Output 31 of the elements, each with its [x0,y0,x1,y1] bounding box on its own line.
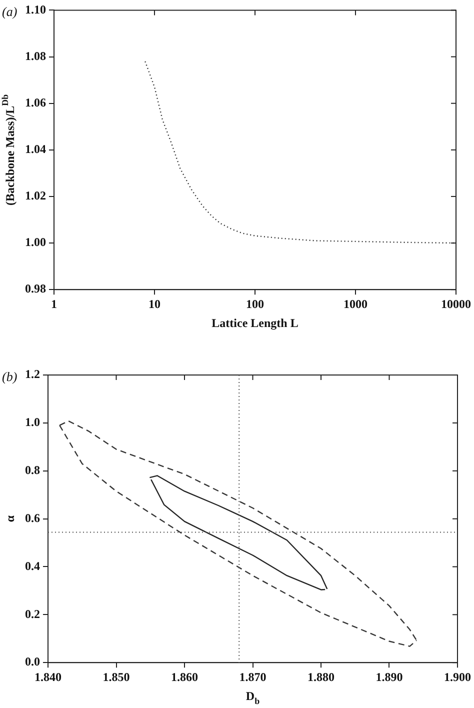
x-tick-label: 1.860 [171,670,198,684]
x-tick-label: 1.880 [308,670,334,684]
y-tick-label: 1.00 [25,235,46,250]
y-tick-label: 1.06 [25,95,46,110]
y-tick-label: 0.98 [25,282,46,296]
y-tick-label: 1.10 [25,2,46,16]
x-tick-label: 10 [148,296,160,311]
x-tick-label: 1000 [344,296,368,311]
x-tick-label: 1.850 [102,670,130,684]
x-axis-title: Lattice Length L [212,316,298,330]
y-tick-label: 0.2 [25,606,40,621]
y-tick-label: 0.8 [25,462,40,477]
x-tick-label: 1 [51,296,57,311]
y-tick-label: 1.08 [25,48,46,63]
y-tick-label: 1.04 [25,142,46,156]
x-tick-label: 100 [246,296,264,311]
x-tick-label: 10000 [441,296,471,311]
y-axis-title: α [3,515,17,522]
text: (b) [2,368,18,384]
y-tick-label: 1.0 [25,415,40,430]
y-tick-label: 1.2 [25,367,40,382]
y-tick-label: 1.02 [25,188,46,203]
y-axis-title: (Backbone Mass)/LDb [0,94,17,206]
y-tick-label: 0.6 [25,510,40,525]
y-tick-label: 0.0 [25,654,40,669]
x-tick-label: 1.840 [34,670,62,684]
text: (a) [2,4,18,20]
x-tick-label: 1.900 [444,670,471,684]
x-tick-label: 1.890 [376,670,403,684]
y-tick-label: 0.4 [25,558,40,573]
x-tick-label: 1.870 [239,670,266,684]
